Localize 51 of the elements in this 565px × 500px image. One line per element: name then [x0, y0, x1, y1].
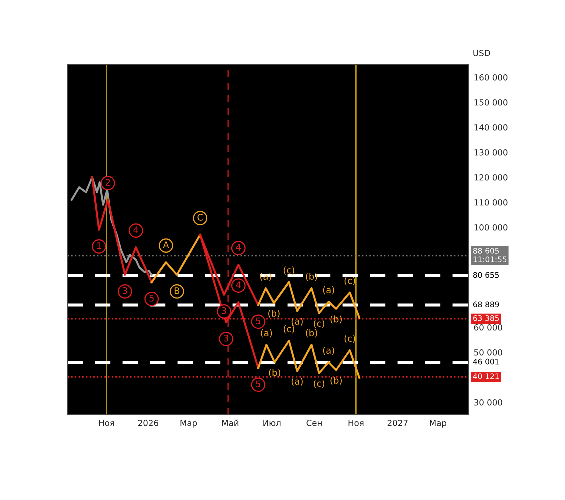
- annotation: (a): [292, 378, 303, 386]
- annotation: 3: [123, 287, 128, 294]
- y-tick-label: 160 000: [474, 74, 508, 81]
- y-tick-label: 130 000: [474, 149, 508, 156]
- annotation: (b): [306, 330, 318, 338]
- annotation: 4: [236, 282, 242, 288]
- x-tick-label: Мар: [430, 420, 447, 428]
- annotation: (b): [330, 376, 342, 386]
- x-tick-label: 2027: [388, 420, 408, 426]
- y-tick-label: 60 000: [474, 324, 502, 331]
- y-tick-label: 110 000: [474, 199, 508, 206]
- y-tick-label: 120 000: [474, 174, 508, 181]
- annotation: (c): [284, 266, 294, 275]
- annotation: (a): [323, 286, 334, 295]
- annotation: (c): [284, 326, 294, 334]
- annotation: 5: [150, 295, 154, 302]
- annotation: 5: [256, 318, 261, 325]
- x-tick-label: Ноя: [99, 420, 114, 426]
- annotation: 5: [256, 380, 261, 388]
- annotation: (a): [261, 330, 272, 338]
- annotation: 4: [134, 226, 139, 234]
- annotation: 4: [236, 244, 242, 251]
- annotation: 3: [224, 334, 228, 342]
- x-tick-label: Мар: [180, 420, 198, 428]
- annotation: C: [198, 214, 204, 221]
- annotation: (b): [306, 273, 318, 282]
- annotation: (c): [344, 277, 356, 286]
- annotation: (a): [323, 347, 334, 356]
- annotation: 1: [97, 242, 102, 250]
- annotation: (a): [292, 318, 303, 326]
- annotation: 2: [106, 179, 110, 186]
- x-tick-label: 2026: [138, 420, 159, 426]
- annotation: (b): [330, 316, 342, 324]
- annotation: B: [174, 288, 180, 294]
- y-axis-title: USD: [474, 50, 490, 56]
- annotation: (c): [314, 380, 325, 388]
- annotation: A: [163, 242, 170, 248]
- annotation: 3: [222, 307, 226, 314]
- y-tick-label: 150 000: [474, 99, 508, 106]
- annotation: (b): [268, 310, 280, 318]
- y-tick-label: 140 000: [474, 124, 508, 131]
- y-tick-label: 50 000: [474, 349, 502, 356]
- x-tick-label: Май: [222, 420, 239, 426]
- annotation: (c): [344, 335, 356, 344]
- annotation: (c): [314, 320, 325, 328]
- x-tick-label: Ноя: [348, 420, 364, 426]
- x-tick-label: Сен: [306, 420, 322, 426]
- annotation: (b): [269, 369, 280, 378]
- x-tick-label: Июл: [264, 420, 281, 426]
- y-tick-label: 100 000: [474, 224, 508, 231]
- y-tick-label: 30 000: [474, 399, 502, 406]
